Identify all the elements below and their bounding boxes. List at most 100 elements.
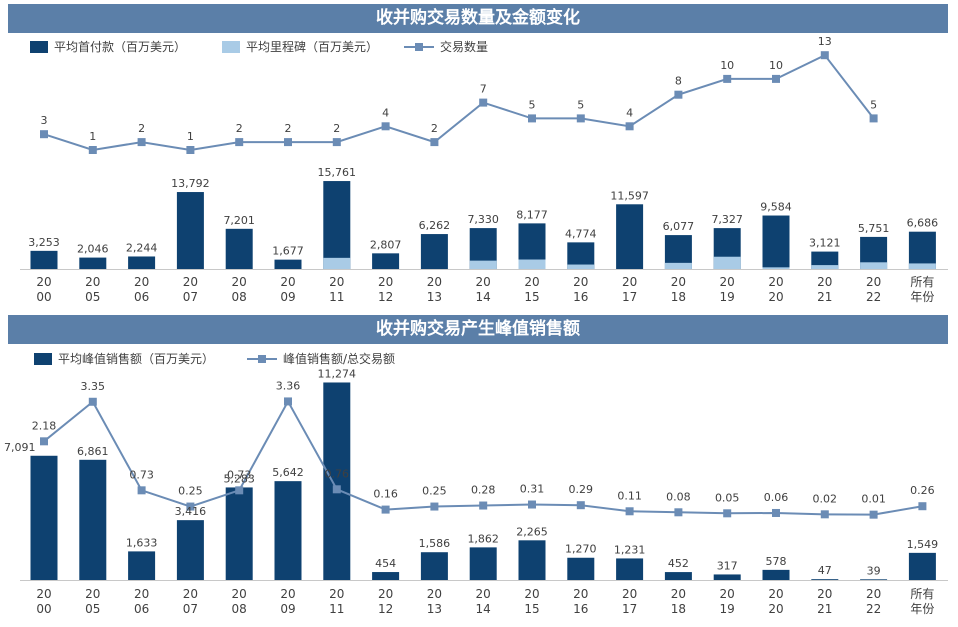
bar-avg-upfront bbox=[616, 204, 644, 269]
x-tick-label: 20 18 bbox=[671, 275, 686, 304]
peak-ratio-marker bbox=[528, 500, 536, 509]
peak-ratio-label: 0.11 bbox=[617, 489, 642, 502]
peak-ratio-label: 0.05 bbox=[715, 491, 740, 504]
x-tick-label: 20 08 bbox=[232, 275, 247, 304]
bar-value-label: 39 bbox=[867, 564, 881, 577]
peak-ratio-marker bbox=[235, 486, 244, 495]
x-tick-label: 所有年份 bbox=[910, 275, 934, 304]
x-tick-label: 20 16 bbox=[573, 275, 588, 304]
peak-ratio-label: 0.06 bbox=[764, 491, 789, 504]
legend-line-marker-icon bbox=[247, 353, 277, 365]
peak-ratio-marker bbox=[772, 508, 780, 517]
deal-count-label: 4 bbox=[626, 106, 633, 119]
chart1-title: 收并购交易数量及金额变化 bbox=[8, 4, 948, 33]
bar-value-label: 6,262 bbox=[419, 219, 451, 232]
peak-ratio-marker bbox=[88, 397, 97, 406]
peak-ratio-marker bbox=[918, 502, 927, 511]
legend-avg-peak-sales: 平均峰值销售额（百万美元） bbox=[34, 350, 214, 367]
deal-count-marker bbox=[186, 146, 195, 154]
deal-count-line bbox=[43, 53, 875, 152]
bar-avg-upfront bbox=[420, 234, 448, 269]
bar-value-label: 578 bbox=[766, 555, 787, 568]
peak-ratio-label: 0.28 bbox=[471, 484, 496, 497]
peak-ratio-label: 0.76 bbox=[325, 467, 350, 480]
legend-deal-count: 交易数量 bbox=[404, 38, 488, 55]
deal-count-marker bbox=[674, 90, 683, 99]
deal-count-label: 1 bbox=[187, 130, 194, 143]
deal-count-label: 2 bbox=[138, 122, 145, 135]
x-tick-label: 20 20 bbox=[768, 587, 783, 616]
x-tick-label: 20 19 bbox=[720, 275, 735, 304]
bar-value-label: 2,046 bbox=[77, 243, 109, 256]
peak-ratio-marker bbox=[332, 485, 341, 494]
bar-avg-upfront bbox=[176, 192, 204, 269]
bar-avg-peak-sales bbox=[616, 558, 644, 580]
deal-count-label: 5 bbox=[529, 98, 536, 111]
deal-count-marker bbox=[137, 138, 146, 147]
deal-count-label: 2 bbox=[333, 122, 340, 135]
x-tick-label: 20 00 bbox=[36, 587, 51, 616]
peak-ratio-label: 0.25 bbox=[178, 485, 203, 498]
bar-value-label: 5,283 bbox=[223, 472, 255, 485]
legend-label: 平均里程碑（百万美元） bbox=[246, 40, 379, 54]
bar-value-label: 1,633 bbox=[126, 536, 158, 549]
x-tick-label: 20 05 bbox=[85, 587, 100, 616]
bar-avg-peak-sales bbox=[274, 481, 302, 580]
legend-swatch-dark bbox=[34, 352, 52, 365]
peak-ratio-marker bbox=[430, 502, 439, 511]
bar-avg-peak-sales bbox=[664, 572, 692, 580]
x-tick-label: 20 09 bbox=[280, 587, 295, 616]
legend-label: 交易数量 bbox=[440, 40, 489, 54]
deal-count-marker bbox=[430, 138, 439, 147]
x-tick-label: 20 20 bbox=[768, 275, 783, 304]
bar-avg-upfront bbox=[128, 256, 156, 269]
bar-avg-peak-sales bbox=[225, 487, 253, 580]
peak-ratio-marker bbox=[479, 501, 488, 510]
bar-avg-peak-sales bbox=[518, 540, 546, 580]
x-tick-label: 20 17 bbox=[622, 275, 637, 304]
deal-count-label: 2 bbox=[431, 122, 438, 135]
peak-ratio-label: 0.31 bbox=[520, 483, 545, 496]
deal-count-marker bbox=[820, 51, 829, 60]
legend-peak-ratio: 峰值销售额/总交易额 bbox=[247, 350, 395, 367]
legend-swatch-light bbox=[222, 40, 240, 53]
x-tick-label: 20 22 bbox=[866, 275, 881, 304]
deal-count-marker bbox=[284, 138, 292, 147]
peak-ratio-marker bbox=[40, 437, 48, 446]
deal-count-label: 5 bbox=[870, 98, 877, 111]
deal-count-marker bbox=[88, 146, 97, 154]
legend-swatch-dark bbox=[30, 40, 48, 53]
deal-count-marker bbox=[576, 114, 585, 123]
x-tick-label: 20 08 bbox=[232, 587, 247, 616]
bar-avg-milestone bbox=[664, 262, 692, 269]
x-tick-label: 20 22 bbox=[866, 587, 881, 616]
bar-value-label: 3,416 bbox=[175, 505, 207, 518]
chart2-title: 收并购交易产生峰值销售额 bbox=[8, 315, 948, 344]
bar-value-label: 6,686 bbox=[907, 217, 939, 230]
peak-ratio-marker bbox=[820, 510, 829, 519]
peak-ratio-marker bbox=[723, 509, 732, 518]
bar-value-label: 452 bbox=[668, 557, 689, 570]
bar-avg-peak-sales bbox=[567, 557, 595, 580]
deal-count-marker bbox=[381, 122, 390, 131]
x-tick-label: 20 00 bbox=[36, 275, 51, 304]
bar-avg-milestone bbox=[908, 263, 936, 269]
bar-avg-upfront bbox=[79, 257, 107, 269]
legend-avg-upfront: 平均首付款（百万美元） bbox=[30, 38, 186, 55]
bar-value-label: 1,270 bbox=[565, 543, 597, 556]
bar-avg-peak-sales bbox=[420, 552, 448, 580]
bar-value-label: 2,244 bbox=[126, 241, 158, 254]
bar-avg-milestone bbox=[811, 265, 839, 269]
bar-avg-peak-sales bbox=[908, 552, 936, 580]
peak-ratio-marker bbox=[869, 510, 878, 519]
bar-avg-milestone bbox=[567, 264, 595, 269]
deal-count-marker bbox=[40, 130, 48, 139]
bar-value-label: 1,862 bbox=[467, 532, 499, 545]
bar-avg-peak-sales bbox=[469, 547, 497, 580]
deal-count-label: 4 bbox=[382, 106, 389, 119]
bar-value-label: 3,121 bbox=[809, 237, 841, 250]
bar-value-label: 2,807 bbox=[370, 238, 402, 251]
legend-label: 平均首付款（百万美元） bbox=[54, 40, 187, 54]
bar-value-label: 7,327 bbox=[711, 213, 743, 226]
